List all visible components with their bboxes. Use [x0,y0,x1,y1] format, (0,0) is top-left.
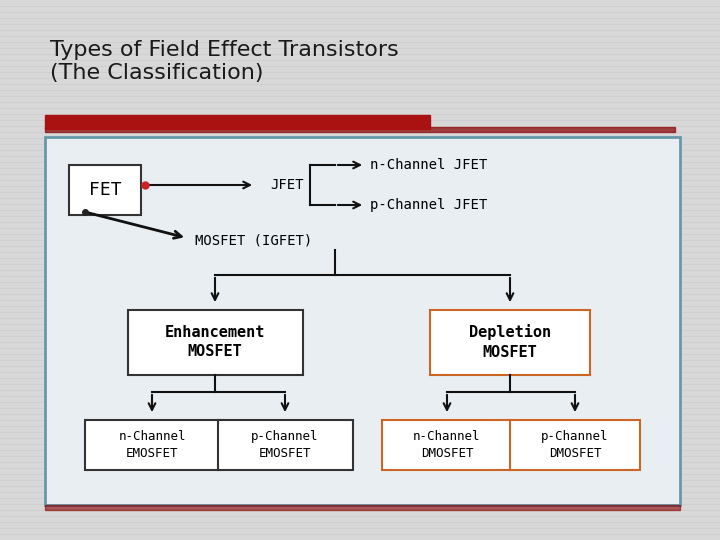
Text: p-Channel
EMOSFET: p-Channel EMOSFET [251,430,319,460]
FancyBboxPatch shape [430,309,590,375]
Text: p-Channel
DMOSFET: p-Channel DMOSFET [541,430,608,460]
Text: p-Channel JFET: p-Channel JFET [370,198,487,212]
Text: JFET: JFET [270,178,304,192]
Text: Types of Field Effect Transistors
(The Classification): Types of Field Effect Transistors (The C… [50,40,399,83]
FancyBboxPatch shape [127,309,302,375]
Text: n-Channel
EMOSFET: n-Channel EMOSFET [118,430,186,460]
Text: n-Channel JFET: n-Channel JFET [370,158,487,172]
Text: Depletion
MOSFET: Depletion MOSFET [469,324,551,360]
FancyBboxPatch shape [84,420,220,470]
Text: MOSFET (IGFET): MOSFET (IGFET) [195,233,312,247]
FancyBboxPatch shape [382,420,512,470]
Text: n-Channel
DMOSFET: n-Channel DMOSFET [413,430,481,460]
Text: Enhancement
MOSFET: Enhancement MOSFET [165,325,265,360]
FancyBboxPatch shape [217,420,353,470]
Bar [45,127,675,132]
Text: FET: FET [89,181,121,199]
Bar [45,115,430,129]
Bar [45,505,680,510]
FancyBboxPatch shape [69,165,141,215]
FancyBboxPatch shape [45,137,680,505]
FancyBboxPatch shape [510,420,640,470]
